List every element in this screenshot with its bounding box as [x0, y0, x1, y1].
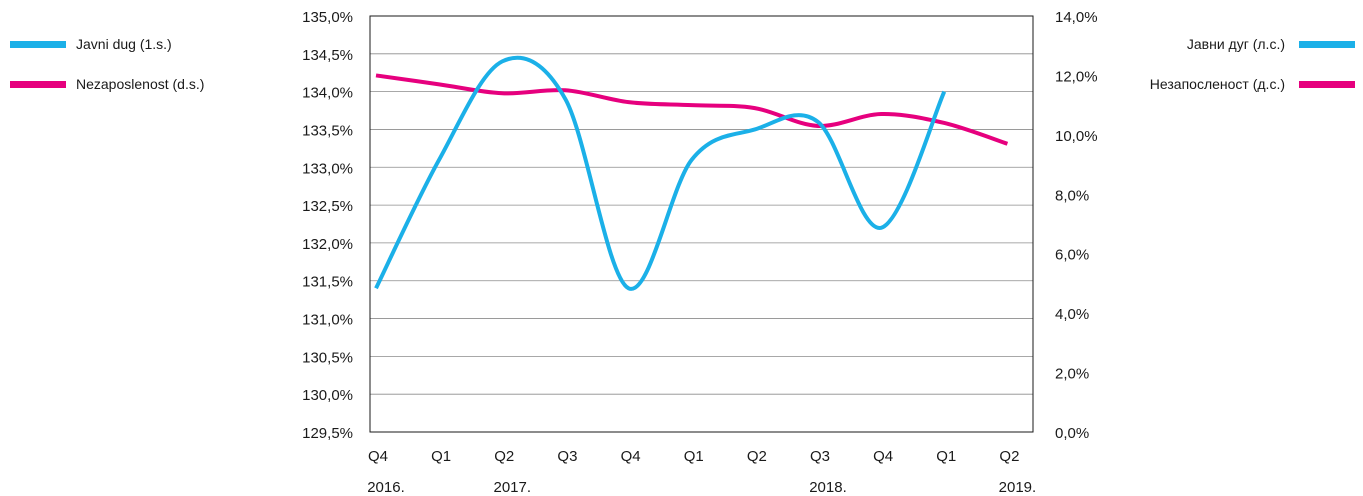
x-tick-label: Q2 [494, 448, 514, 465]
legend-swatch-javni-dug-cyrillic [1299, 40, 1355, 48]
x-tick-label: Q4 [873, 448, 893, 465]
legend-item-nezaposlenost: Nezaposlenost (d.s.) [10, 76, 204, 92]
y-left-tick-label: 129,5% [302, 425, 353, 442]
x-tick-label: Q3 [810, 448, 830, 465]
y-right-tick-label: 10,0% [1055, 128, 1098, 145]
x-year-label: 2018. [809, 479, 847, 496]
y-right-tick-label: 6,0% [1055, 247, 1089, 264]
y-left-tick-label: 130,5% [302, 349, 353, 366]
y-left-tick-label: 134,5% [302, 47, 353, 64]
y-right-tick-label: 0,0% [1055, 425, 1089, 442]
legend-item-nezaposlenost-cyrillic: Незапосленост (д.с.) [1150, 76, 1355, 92]
legend-swatch-nezaposlenost-cyrillic [1299, 80, 1355, 88]
y-left-tick-label: 130,0% [302, 387, 353, 404]
y-left-tick-label: 134,0% [302, 85, 353, 102]
y-left-tick-label: 133,5% [302, 122, 353, 139]
y-right-tick-label: 8,0% [1055, 187, 1089, 204]
legend-swatch-javni-dug [10, 40, 66, 48]
x-tick-label: Q2 [999, 448, 1019, 465]
y-right-tick-label: 12,0% [1055, 68, 1098, 85]
x-tick-label: Q1 [684, 448, 704, 465]
x-tick-label: Q2 [747, 448, 767, 465]
y-right-tick-label: 2,0% [1055, 366, 1089, 383]
series-line-javni-dug [374, 55, 947, 291]
legend-item-javni-dug: Javni dug (1.s.) [10, 36, 172, 52]
y-left-tick-label: 133,0% [302, 160, 353, 177]
x-year-label: 2019. [999, 479, 1037, 496]
legend-label-nezaposlenost: Nezaposlenost (d.s.) [76, 76, 205, 92]
legend-label-javni-dug: Javni dug (1.s.) [76, 36, 172, 52]
legend-item-javni-dug-cyrillic: Јавни дуг (л.с.) [1187, 36, 1355, 52]
x-year-label: 2016. [367, 479, 405, 496]
legend-swatch-nezaposlenost [10, 80, 66, 88]
y-left-tick-label: 131,0% [302, 312, 353, 329]
x-year-label: 2017. [494, 479, 532, 496]
y-left-tick-label: 131,5% [302, 274, 353, 291]
y-left-tick-label: 132,0% [302, 236, 353, 253]
legend-label-nezaposlenost-cyrillic: Незапосленост (д.с.) [1149, 76, 1285, 92]
y-right-tick-label: 14,0% [1055, 9, 1098, 26]
x-tick-label: Q1 [936, 448, 956, 465]
y-right-tick-label: 4,0% [1055, 306, 1089, 323]
x-tick-label: Q4 [368, 448, 388, 465]
x-tick-label: Q4 [621, 448, 641, 465]
legend-label-javni-dug-cyrillic: Јавни дуг (л.с.) [1186, 36, 1285, 52]
y-left-tick-label: 135,0% [302, 9, 353, 26]
y-left-tick-label: 132,5% [302, 198, 353, 215]
plot-frame [369, 15, 1034, 433]
x-tick-label: Q1 [431, 448, 451, 465]
series-line-nezaposlenost [375, 73, 1009, 146]
x-tick-label: Q3 [557, 448, 577, 465]
